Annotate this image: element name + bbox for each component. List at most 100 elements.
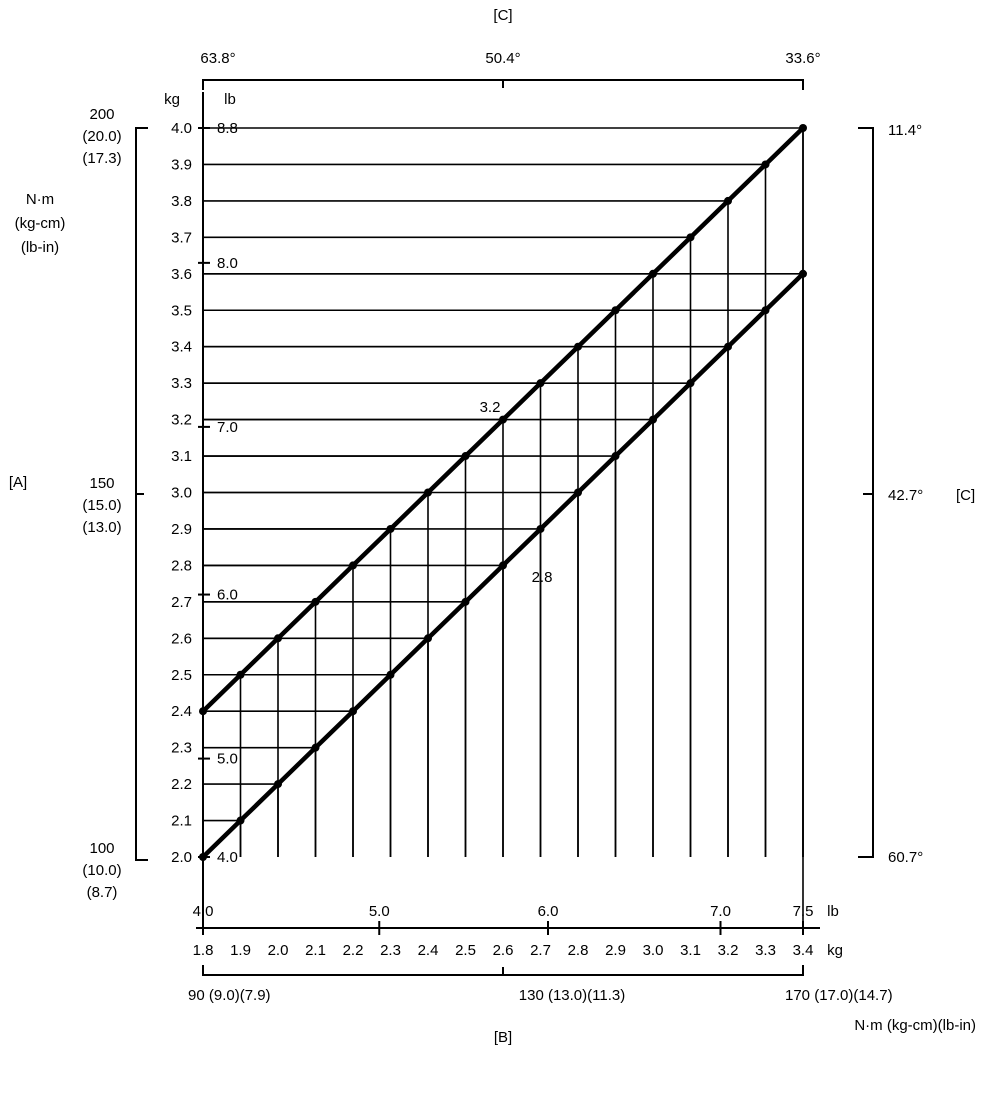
bottom-bracket-left-value: 90 (9.0)(7.9) bbox=[188, 987, 271, 1004]
left-bracket-unit-line: N·m bbox=[26, 191, 54, 208]
series-point bbox=[274, 780, 282, 789]
left-kg-tick-label: 2.3 bbox=[171, 740, 192, 757]
series-point bbox=[761, 160, 770, 169]
series-point bbox=[311, 597, 320, 606]
left-kg-tick-label: 3.8 bbox=[171, 193, 192, 210]
left-kg-tick-label: 3.3 bbox=[171, 375, 192, 392]
series-point bbox=[424, 488, 432, 497]
series-point bbox=[649, 269, 657, 278]
bottom-kg-tick-label: 3.2 bbox=[718, 942, 739, 959]
series-label: 2.8 bbox=[532, 569, 553, 586]
series-point bbox=[761, 306, 770, 315]
top-bracket-mid-angle: 50.4° bbox=[485, 50, 520, 67]
series-point bbox=[799, 269, 807, 278]
right-bracket-top-angle: 11.4° bbox=[888, 122, 922, 139]
series-point bbox=[724, 342, 732, 351]
bottom-lb-tick-label: 7.0 bbox=[710, 903, 731, 920]
left-kg-tick-label: 3.1 bbox=[171, 448, 192, 465]
left-kg-tick-label: 3.6 bbox=[171, 266, 192, 283]
left-kg-tick-label: 2.1 bbox=[171, 813, 192, 830]
left-kg-tick-label: 2.6 bbox=[171, 630, 192, 647]
bottom-kg-tick-label: 2.9 bbox=[605, 942, 626, 959]
bottom-kg-tick-label: 2.7 bbox=[530, 942, 551, 959]
series-point bbox=[199, 707, 207, 716]
bottom-kg-tick-label: 2.6 bbox=[493, 942, 514, 959]
bottom-kg-tick-label: 2.1 bbox=[305, 942, 326, 959]
left-kg-unit: kg bbox=[164, 91, 180, 108]
series-point bbox=[574, 488, 582, 497]
series-point bbox=[349, 707, 357, 716]
left-kg-tick-label: 4.0 bbox=[171, 120, 192, 137]
left-kg-tick-label: 2.2 bbox=[171, 776, 192, 793]
top-bracket-right-angle: 33.6° bbox=[785, 50, 820, 67]
series-point bbox=[461, 452, 470, 461]
bottom-kg-tick-label: 3.0 bbox=[643, 942, 664, 959]
bottom-kg-tick-label: 3.3 bbox=[755, 942, 776, 959]
left-lb-tick-label: 6.0 bbox=[217, 587, 238, 604]
right-bracket-mid-angle: 42.7° bbox=[888, 487, 923, 504]
left-lb-tick-label: 5.0 bbox=[217, 751, 238, 768]
bottom-kg-tick-label: 2.3 bbox=[380, 942, 401, 959]
left-lb-tick-label: 4.0 bbox=[217, 849, 238, 866]
series-point bbox=[424, 634, 432, 643]
left-bracket-label: [A] bbox=[9, 474, 27, 491]
bottom-lb-unit: lb bbox=[827, 903, 839, 920]
left-kg-tick-label: 3.4 bbox=[171, 339, 192, 356]
right-bracket-bottom-angle: 60.7° bbox=[888, 849, 923, 866]
series-point bbox=[386, 670, 395, 679]
series-point bbox=[536, 379, 545, 388]
series-label: 3.2 bbox=[480, 399, 501, 416]
left-kg-tick-label: 2.8 bbox=[171, 557, 192, 574]
left-lb-tick-label: 8.8 bbox=[217, 120, 238, 137]
right-bracket: 11.4° 42.7° [C] 60.7° bbox=[858, 122, 975, 866]
bottom-bracket-mid-value: 130 (13.0)(11.3) bbox=[519, 987, 625, 1004]
left-bracket: [A] N·m (kg-cm) (lb-in) 200 (20.0) (17.3… bbox=[9, 106, 148, 901]
series-lines bbox=[199, 124, 807, 861]
left-kg-tick-label: 3.7 bbox=[171, 229, 192, 246]
right-bracket-label: [C] bbox=[956, 487, 975, 504]
left-kg-tick-label: 3.5 bbox=[171, 302, 192, 319]
left-kg-tick-label: 2.4 bbox=[171, 703, 192, 720]
series-point bbox=[311, 743, 320, 752]
bottom-bracket-unit: N·m (kg-cm)(lb-in) bbox=[854, 1017, 976, 1034]
bottom-kg-tick-label: 2.2 bbox=[343, 942, 364, 959]
bottom-kg-tick-label: 2.8 bbox=[568, 942, 589, 959]
left-bracket-line bbox=[135, 127, 148, 861]
left-bracket-mid-value: (15.0) bbox=[82, 497, 121, 514]
bottom-kg-tick-label: 1.9 bbox=[230, 942, 251, 959]
bottom-lb-tick-label: 6.0 bbox=[538, 903, 559, 920]
bottom-lb-tick-label: 7.5 bbox=[793, 903, 814, 920]
tick-labels: 4.0 3.9 3.8 3.7 3.6 3.5 3.4 3.3 3.2 3.1 3.0 2.9 2.8 2… bbox=[171, 120, 813, 959]
bottom-bracket-right-value: 170 (17.0)(14.7) bbox=[785, 987, 893, 1004]
bottom-kg-tick-label: 3.4 bbox=[793, 942, 814, 959]
left-bracket-mid-value: (13.0) bbox=[82, 519, 121, 536]
left-kg-tick-label: 2.7 bbox=[171, 594, 192, 611]
series-point bbox=[461, 597, 470, 606]
series-point bbox=[199, 853, 207, 861]
left-bracket-bottom-value: 100 bbox=[89, 840, 114, 857]
left-kg-tick-label: 2.5 bbox=[171, 667, 192, 684]
bottom-bracket-label: [B] bbox=[494, 1029, 512, 1046]
left-kg-tick-label: 2.0 bbox=[171, 849, 192, 866]
nomogram-lines bbox=[203, 127, 804, 928]
series-point bbox=[236, 670, 245, 679]
left-bracket-bottom-value: (10.0) bbox=[82, 862, 121, 879]
series-point bbox=[274, 634, 282, 643]
top-bracket-label: [C] bbox=[493, 7, 512, 24]
series-point bbox=[349, 561, 357, 570]
bottom-bracket: 90 (9.0)(7.9) 130 (13.0)(11.3) 170 (17.0… bbox=[188, 965, 976, 1046]
left-bracket-top-value: (17.3) bbox=[82, 150, 121, 167]
left-lb-tick-label: 8.0 bbox=[217, 255, 238, 272]
bottom-bracket-line bbox=[202, 965, 804, 976]
bottom-lb-tick-label: 4.0 bbox=[193, 903, 214, 920]
left-bracket-top-value: 200 bbox=[89, 106, 114, 123]
series-point bbox=[499, 561, 507, 570]
left-bracket-bottom-value: (8.7) bbox=[87, 884, 118, 901]
left-bracket-unit-line: (kg-cm) bbox=[15, 215, 66, 232]
series-point bbox=[724, 196, 732, 205]
series-point bbox=[574, 342, 582, 351]
series-point bbox=[686, 233, 695, 242]
left-bracket-mid-value: 150 bbox=[89, 475, 114, 492]
series-point bbox=[499, 415, 507, 424]
series-point bbox=[686, 379, 695, 388]
